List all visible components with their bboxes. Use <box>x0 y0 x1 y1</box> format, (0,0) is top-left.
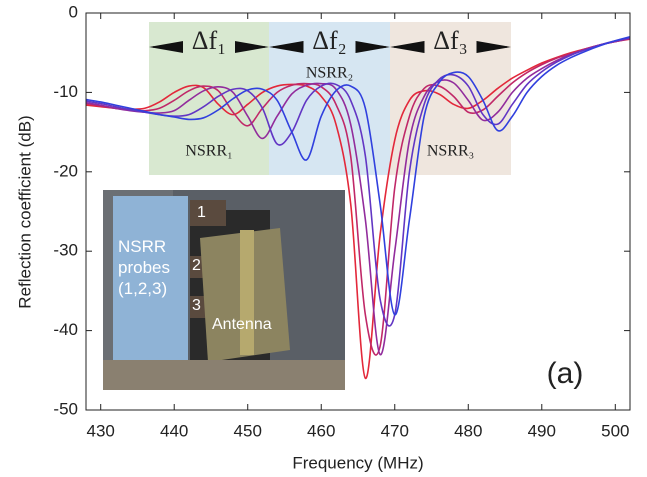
x-tick-label: 440 <box>160 421 188 440</box>
band-layer: Δf₁ NSRR₁ Δf₂ NSRR₂ Δf₃ NSRR₃ <box>149 22 511 175</box>
band-label: Δf₃ <box>433 26 467 55</box>
arrow-head <box>390 40 430 54</box>
probes-label: NSRR probes (1,2,3) <box>118 237 170 298</box>
inset-photo: NSRR probes (1,2,3) 1 2 3 Antenna <box>103 190 345 390</box>
x-tick-label: 470 <box>381 421 409 440</box>
sensor-label: NSRR₂ <box>306 65 353 82</box>
x-tick-label: 460 <box>307 421 335 440</box>
y-tick-label: 0 <box>69 2 78 21</box>
series-line <box>85 37 631 356</box>
x-tick-label: 500 <box>601 421 629 440</box>
label-bg <box>183 28 235 64</box>
series-line <box>85 36 631 327</box>
line-layer <box>85 36 631 380</box>
arrow-head <box>471 40 511 54</box>
x-tick-label: 490 <box>528 421 556 440</box>
x-tick-label: 480 <box>454 421 482 440</box>
series-line <box>85 38 631 380</box>
probe-number: 3 <box>192 297 201 314</box>
panel-label: (a) <box>547 357 584 390</box>
band-label: Δf₁ <box>192 26 226 55</box>
antenna-strip <box>240 230 254 355</box>
probe-number: 2 <box>192 257 201 274</box>
y-tick-label: -20 <box>53 161 78 180</box>
series-line <box>85 37 631 356</box>
sensor-label: NSRR₃ <box>427 143 474 160</box>
arrow-head <box>350 40 390 54</box>
y-tick-label: -10 <box>53 82 78 101</box>
label-bg <box>424 28 477 64</box>
x-axis-label: Frequency (MHz) <box>292 453 423 472</box>
series-line <box>85 36 631 316</box>
band-label: Δf₂ <box>312 26 346 55</box>
y-tick-label: -50 <box>53 399 78 418</box>
x-tick-label: 430 <box>87 421 115 440</box>
arrow-head <box>229 40 269 54</box>
arrow-head <box>149 40 189 54</box>
photo-floor <box>103 360 345 390</box>
photo-foam <box>113 196 188 366</box>
antenna-label: Antenna <box>212 316 272 333</box>
probe-number: 1 <box>197 204 206 221</box>
probe-1 <box>190 200 226 226</box>
y-axis-label: Reflection coefficient (dB) <box>15 115 34 308</box>
y-tick-label: -30 <box>53 241 78 260</box>
plot-frame <box>85 12 631 411</box>
label-bg <box>303 28 356 64</box>
x-tick-label: 450 <box>234 421 262 440</box>
sensor-label: NSRR₁ <box>185 143 232 160</box>
arrow-head <box>269 40 309 54</box>
y-tick-label: -40 <box>53 320 78 339</box>
